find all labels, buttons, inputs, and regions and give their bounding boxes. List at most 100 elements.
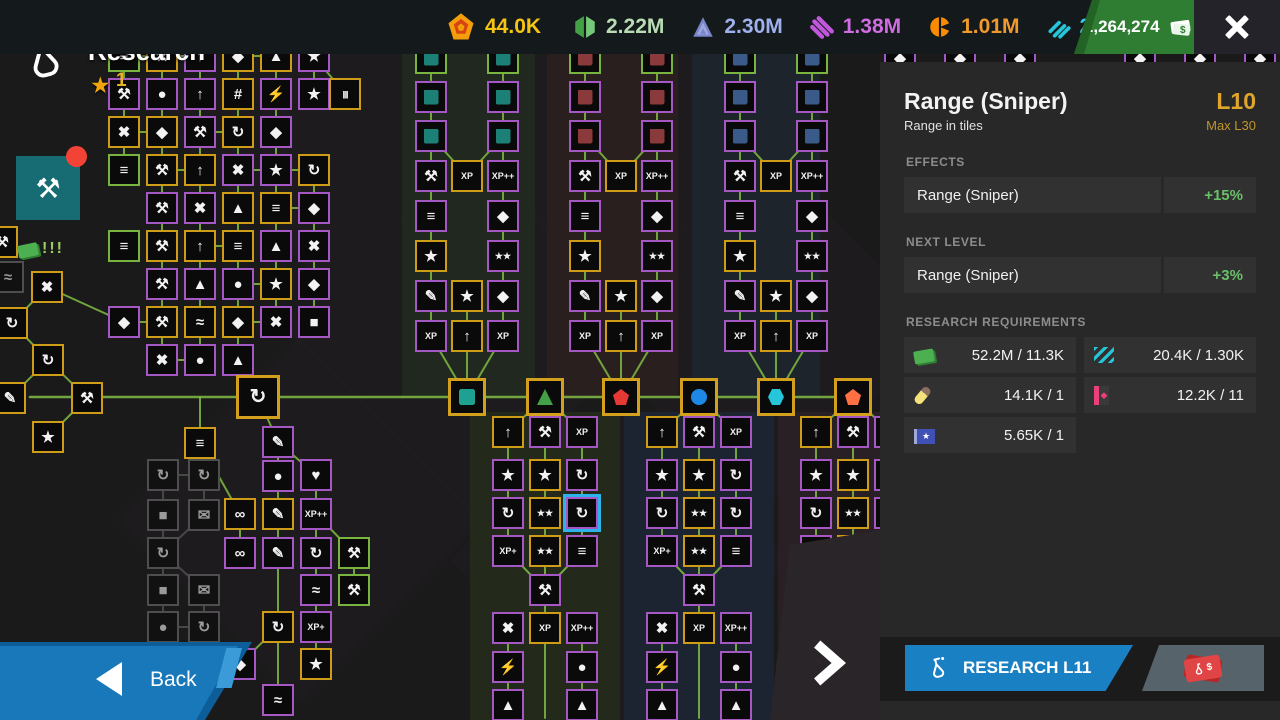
research-node[interactable]: ★ bbox=[646, 459, 678, 491]
research-node[interactable]: ∞ bbox=[224, 537, 256, 569]
research-node[interactable]: ⚒ bbox=[569, 160, 601, 192]
research-node[interactable]: ★ bbox=[760, 280, 792, 312]
research-node[interactable]: ⚒ bbox=[724, 160, 756, 192]
research-node[interactable]: ↻ bbox=[720, 497, 752, 529]
research-node[interactable]: ★ bbox=[451, 280, 483, 312]
chevron-right-icon[interactable] bbox=[810, 640, 846, 686]
research-node[interactable]: # bbox=[222, 78, 254, 110]
research-button[interactable]: RESEARCH L11 bbox=[905, 645, 1133, 691]
research-node[interactable]: ▲ bbox=[492, 689, 524, 720]
milestone-node[interactable] bbox=[526, 378, 564, 416]
research-node[interactable]: ↑ bbox=[760, 320, 792, 352]
research-node[interactable]: ↻ bbox=[646, 497, 678, 529]
research-node[interactable]: ▲ bbox=[260, 230, 292, 262]
research-node[interactable]: ◆ bbox=[222, 306, 254, 338]
research-node[interactable] bbox=[641, 120, 673, 152]
milestone-node[interactable] bbox=[757, 378, 795, 416]
research-node[interactable]: ↑ bbox=[184, 154, 216, 186]
research-node[interactable]: ✖ bbox=[146, 344, 178, 376]
research-node[interactable]: ⚒ bbox=[338, 537, 370, 569]
research-node[interactable]: ⚒ bbox=[184, 116, 216, 148]
research-node[interactable]: XP+ bbox=[300, 611, 332, 643]
research-node[interactable]: ↻ bbox=[0, 307, 28, 339]
research-node[interactable]: ■ bbox=[298, 306, 330, 338]
research-node[interactable]: XP bbox=[796, 320, 828, 352]
close-button[interactable] bbox=[1194, 0, 1280, 54]
research-node[interactable]: ● bbox=[147, 611, 179, 643]
research-node[interactable]: ✖ bbox=[298, 230, 330, 262]
research-node[interactable]: ↑ bbox=[800, 416, 832, 448]
research-node[interactable]: ★★ bbox=[796, 240, 828, 272]
research-node[interactable]: ★ bbox=[298, 78, 330, 110]
research-node[interactable]: XP++ bbox=[566, 612, 598, 644]
research-node[interactable]: ↻ bbox=[262, 611, 294, 643]
research-node[interactable]: ◆ bbox=[487, 200, 519, 232]
research-node[interactable]: ◆ bbox=[641, 280, 673, 312]
research-node[interactable]: ⚒ bbox=[146, 154, 178, 186]
research-node[interactable]: ≡ bbox=[415, 200, 447, 232]
research-node[interactable]: XP bbox=[683, 612, 715, 644]
milestone-node[interactable] bbox=[680, 378, 718, 416]
research-node[interactable]: ▲ bbox=[222, 192, 254, 224]
research-node[interactable]: XP bbox=[724, 320, 756, 352]
research-node[interactable]: ⚡ bbox=[260, 78, 292, 110]
research-node[interactable]: ◆ bbox=[108, 306, 140, 338]
research-node[interactable]: ● bbox=[262, 460, 294, 492]
research-node[interactable]: ✖ bbox=[31, 271, 63, 303]
research-node[interactable]: ★★ bbox=[683, 497, 715, 529]
research-node[interactable]: ↑ bbox=[605, 320, 637, 352]
research-node[interactable]: ⚒ bbox=[529, 574, 561, 606]
research-node[interactable]: ✎ bbox=[262, 537, 294, 569]
research-node[interactable]: |||| bbox=[329, 78, 361, 110]
research-node[interactable]: ≡ bbox=[184, 427, 216, 459]
research-node[interactable]: ✎ bbox=[262, 426, 294, 458]
research-node[interactable] bbox=[796, 81, 828, 113]
research-node[interactable]: ⚒ bbox=[146, 192, 178, 224]
research-node[interactable]: ≈ bbox=[262, 684, 294, 716]
research-node[interactable] bbox=[415, 120, 447, 152]
research-node[interactable]: ⚒ bbox=[683, 416, 715, 448]
research-node[interactable] bbox=[724, 120, 756, 152]
research-node[interactable]: XP bbox=[605, 160, 637, 192]
research-node[interactable]: ♥ bbox=[300, 459, 332, 491]
research-node[interactable] bbox=[724, 81, 756, 113]
research-node[interactable]: XP bbox=[641, 320, 673, 352]
research-node[interactable]: ↑ bbox=[451, 320, 483, 352]
research-node[interactable]: ● bbox=[184, 344, 216, 376]
research-node[interactable]: XP++ bbox=[641, 160, 673, 192]
research-node[interactable]: ↻ bbox=[147, 537, 179, 569]
research-node[interactable]: ≡ bbox=[108, 230, 140, 262]
research-node[interactable]: ★★ bbox=[683, 535, 715, 567]
research-node[interactable]: ★★ bbox=[529, 535, 561, 567]
research-node[interactable]: ✎ bbox=[569, 280, 601, 312]
research-node[interactable]: ✖ bbox=[492, 612, 524, 644]
research-node[interactable]: ★★ bbox=[837, 497, 869, 529]
research-node[interactable]: ◆ bbox=[260, 116, 292, 148]
research-node[interactable]: ▲ bbox=[222, 344, 254, 376]
milestone-node[interactable] bbox=[834, 378, 872, 416]
research-node[interactable]: ⚒ bbox=[108, 78, 140, 110]
research-node[interactable]: ◆ bbox=[298, 268, 330, 300]
research-node[interactable] bbox=[569, 81, 601, 113]
research-node[interactable] bbox=[415, 81, 447, 113]
research-node[interactable]: ● bbox=[720, 651, 752, 683]
research-node[interactable]: ● bbox=[146, 78, 178, 110]
research-node[interactable]: ✎ bbox=[0, 382, 26, 414]
research-node[interactable]: ≈ bbox=[300, 574, 332, 606]
research-node[interactable]: ✎ bbox=[415, 280, 447, 312]
research-node[interactable]: ✎ bbox=[262, 498, 294, 530]
research-node[interactable]: XP+ bbox=[646, 535, 678, 567]
milestone-node[interactable] bbox=[602, 378, 640, 416]
research-node[interactable]: ⚒ bbox=[683, 574, 715, 606]
research-node[interactable]: XP++ bbox=[796, 160, 828, 192]
hub-node[interactable]: ↻ bbox=[236, 375, 280, 419]
research-node[interactable]: ✖ bbox=[222, 154, 254, 186]
research-node[interactable]: ★ bbox=[569, 240, 601, 272]
research-node[interactable]: XP++ bbox=[300, 498, 332, 530]
research-node[interactable]: ★ bbox=[415, 240, 447, 272]
research-node[interactable]: ≡ bbox=[566, 535, 598, 567]
research-node[interactable]: XP bbox=[487, 320, 519, 352]
research-node[interactable]: ■ bbox=[147, 499, 179, 531]
research-node[interactable]: ★ bbox=[32, 421, 64, 453]
research-node[interactable]: ■ bbox=[147, 574, 179, 606]
